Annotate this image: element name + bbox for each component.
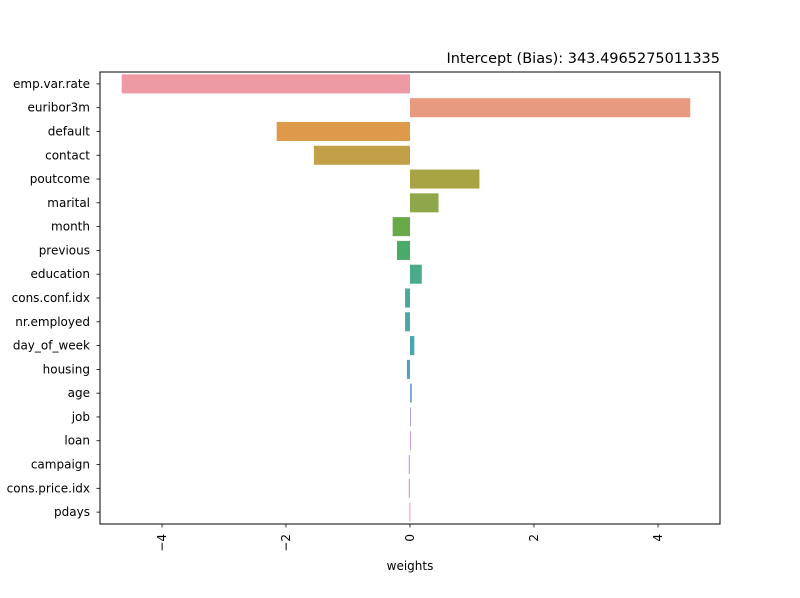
y-tick-label: job — [71, 410, 90, 424]
x-axis-ticks: −4 −2 0 2 4 — [155, 524, 665, 552]
y-tick-label: nr.employed — [15, 315, 90, 329]
bar-marital — [410, 193, 439, 213]
bar-euribor3m — [410, 98, 691, 118]
y-tick-label: cons.price.idx — [7, 481, 90, 495]
y-tick-label: euribor3m — [28, 101, 90, 115]
y-tick-label: cons.conf.idx — [12, 291, 90, 305]
x-tick-label: 2 — [527, 534, 541, 542]
y-tick-label: month — [51, 220, 90, 234]
bar-cons-price-idx — [408, 478, 410, 498]
y-tick-label: loan — [64, 434, 90, 448]
bar-education — [410, 264, 422, 284]
bar-default — [276, 121, 410, 141]
bars-group — [121, 74, 691, 522]
x-tick-label: 0 — [403, 534, 417, 542]
y-tick-label: marital — [47, 196, 90, 210]
y-tick-label: education — [30, 267, 90, 281]
bar-contact — [313, 145, 410, 165]
y-tick-label: contact — [45, 148, 90, 162]
bar-pdays — [409, 502, 411, 522]
bar-cons-conf-idx — [405, 288, 410, 308]
y-tick-label: default — [48, 124, 91, 138]
y-tick-label: emp.var.rate — [13, 77, 90, 91]
bar-nr-employed — [405, 312, 410, 332]
bar-poutcome — [410, 169, 480, 189]
bar-campaign — [408, 455, 410, 475]
y-tick-label: previous — [39, 243, 90, 257]
y-tick-label: day_of_week — [13, 339, 90, 353]
chart-title: Intercept (Bias): 343.4965275011335 — [446, 51, 720, 67]
y-axis-ticks: emp.var.rate euribor3m default contact poutc… — [7, 77, 100, 519]
plot-frame — [99, 71, 721, 525]
bar-housing — [406, 359, 410, 379]
bar-loan — [410, 431, 411, 451]
bar-emp-var-rate — [121, 74, 410, 94]
bar-day-of-week — [410, 336, 415, 356]
bar-month — [392, 217, 410, 237]
y-tick-label: poutcome — [30, 172, 90, 186]
x-axis-title: weights — [387, 559, 434, 573]
bar-previous — [396, 240, 410, 260]
x-tick-label: −2 — [279, 534, 293, 552]
bar-age — [410, 383, 412, 403]
y-tick-label: pdays — [54, 505, 90, 519]
x-tick-label: −4 — [155, 534, 169, 552]
x-tick-label: 4 — [651, 534, 665, 542]
bar-job — [410, 407, 411, 427]
y-tick-label: age — [68, 386, 90, 400]
y-tick-label: campaign — [31, 458, 90, 472]
y-tick-label: housing — [43, 362, 90, 376]
